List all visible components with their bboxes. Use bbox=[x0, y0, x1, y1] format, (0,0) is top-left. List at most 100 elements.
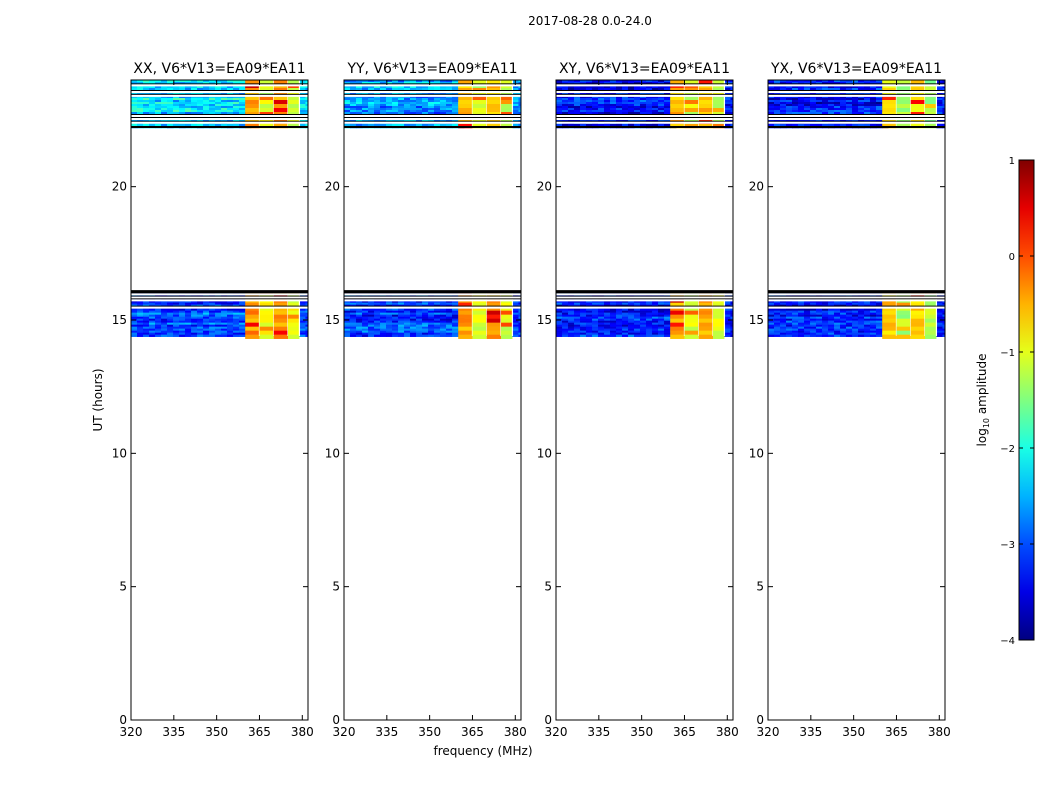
heatmap-cell bbox=[446, 82, 453, 85]
heatmap-cell bbox=[870, 302, 877, 305]
heatmap-cell bbox=[792, 322, 799, 325]
heatmap-cell bbox=[768, 312, 775, 315]
panel-title: XY, V6*V13=EA09*EA11 bbox=[559, 61, 730, 77]
heatmap-cell bbox=[810, 106, 817, 109]
heatmap-cell bbox=[227, 82, 234, 85]
heatmap-cell bbox=[185, 86, 192, 89]
heatmap-cell bbox=[233, 88, 240, 91]
heatmap-cell bbox=[167, 332, 174, 335]
heatmap-cell bbox=[215, 82, 222, 85]
heatmap-cell bbox=[622, 110, 629, 113]
heatmap-cell bbox=[374, 320, 381, 323]
heatmap-cell bbox=[768, 112, 775, 115]
heatmap-cell bbox=[936, 88, 943, 91]
heatmap-cell bbox=[518, 86, 521, 89]
heatmap-cell bbox=[386, 326, 393, 329]
heatmap-cell bbox=[191, 112, 198, 115]
heatmap-cell bbox=[622, 322, 629, 325]
heatmap-cell bbox=[398, 330, 405, 333]
heatmap-cell bbox=[273, 302, 289, 307]
heatmap-cell bbox=[221, 102, 228, 105]
heatmap-cell bbox=[227, 88, 234, 91]
heatmap-cell bbox=[870, 98, 877, 101]
heatmap-cell bbox=[215, 312, 222, 315]
heatmap-cell bbox=[155, 318, 162, 321]
heatmap-cell bbox=[598, 104, 605, 107]
heatmap-cell bbox=[840, 124, 847, 127]
heatmap-cell bbox=[440, 112, 447, 115]
heatmap-cell bbox=[380, 332, 387, 335]
heatmap-cell bbox=[518, 308, 521, 311]
x-tick-label: 365 bbox=[885, 725, 908, 739]
heatmap-cell bbox=[398, 92, 405, 95]
heatmap-cell bbox=[398, 320, 405, 323]
heatmap-cell bbox=[846, 316, 853, 319]
heatmap-cell bbox=[730, 124, 733, 127]
heatmap-cell bbox=[197, 316, 204, 319]
heatmap-cell bbox=[780, 328, 787, 331]
heatmap-cell bbox=[684, 306, 699, 311]
heatmap-cell bbox=[380, 328, 387, 331]
heatmap-cell bbox=[568, 106, 575, 109]
heatmap-cell bbox=[392, 108, 399, 111]
heatmap-cell bbox=[816, 92, 823, 95]
heatmap-cell bbox=[368, 302, 375, 305]
y-tick-label: 10 bbox=[325, 446, 340, 460]
heatmap-cell bbox=[386, 328, 393, 331]
heatmap-cell bbox=[167, 124, 174, 127]
heatmap-cell bbox=[774, 124, 781, 127]
heatmap-cell bbox=[804, 88, 811, 91]
heatmap-cell bbox=[299, 334, 306, 337]
heatmap-cell bbox=[179, 106, 186, 109]
heatmap-cell bbox=[634, 110, 641, 113]
heatmap-cell bbox=[179, 124, 186, 127]
heatmap-cell bbox=[846, 330, 853, 333]
heatmap-cell bbox=[580, 100, 587, 103]
heatmap-cell bbox=[215, 88, 222, 91]
heatmap-cell bbox=[209, 88, 216, 91]
heatmap-cell bbox=[792, 82, 799, 85]
heatmap-cell bbox=[628, 320, 635, 323]
heatmap-cell bbox=[149, 320, 156, 323]
heatmap-cell bbox=[652, 92, 659, 95]
heatmap-cell bbox=[658, 102, 665, 105]
heatmap-cell bbox=[512, 318, 519, 321]
heatmap-cell bbox=[386, 302, 393, 305]
heatmap-cell bbox=[380, 330, 387, 333]
heatmap-cell bbox=[386, 300, 393, 303]
heatmap-cell bbox=[568, 334, 575, 337]
heatmap-cell bbox=[822, 328, 829, 331]
heatmap-cell bbox=[774, 320, 781, 323]
heatmap-cell bbox=[698, 80, 714, 85]
heatmap-cell bbox=[786, 308, 793, 311]
heatmap-cell bbox=[640, 320, 647, 323]
heatmap-cell bbox=[149, 334, 156, 337]
heatmap-cell bbox=[486, 302, 502, 307]
heatmap-cell bbox=[622, 318, 629, 321]
heatmap-cell bbox=[191, 328, 198, 331]
heatmap-cell bbox=[167, 108, 174, 111]
heatmap-cell bbox=[344, 302, 351, 305]
heatmap-cell bbox=[730, 98, 733, 101]
heatmap-cell bbox=[828, 332, 835, 335]
heatmap-cell bbox=[730, 308, 733, 311]
heatmap-cell bbox=[368, 106, 375, 109]
heatmap-cell bbox=[652, 108, 659, 111]
y-axis-label: UT (hours) bbox=[91, 368, 105, 431]
heatmap-cell bbox=[616, 112, 623, 115]
heatmap-cell bbox=[305, 124, 308, 127]
heatmap-cell bbox=[344, 326, 351, 329]
heatmap-cell bbox=[574, 104, 581, 107]
heatmap-cell bbox=[713, 330, 725, 335]
heatmap-cell bbox=[852, 104, 859, 107]
heatmap-cell bbox=[810, 312, 817, 315]
heatmap-cell bbox=[876, 102, 883, 105]
heatmap-cell bbox=[404, 322, 411, 325]
heatmap-cell bbox=[864, 312, 871, 315]
heatmap-cell bbox=[404, 88, 411, 91]
heatmap-cell bbox=[221, 98, 228, 101]
heatmap-cell bbox=[774, 102, 781, 105]
heatmap-cell bbox=[852, 92, 859, 95]
heatmap-cell bbox=[598, 332, 605, 335]
heatmap-cell bbox=[852, 86, 859, 89]
